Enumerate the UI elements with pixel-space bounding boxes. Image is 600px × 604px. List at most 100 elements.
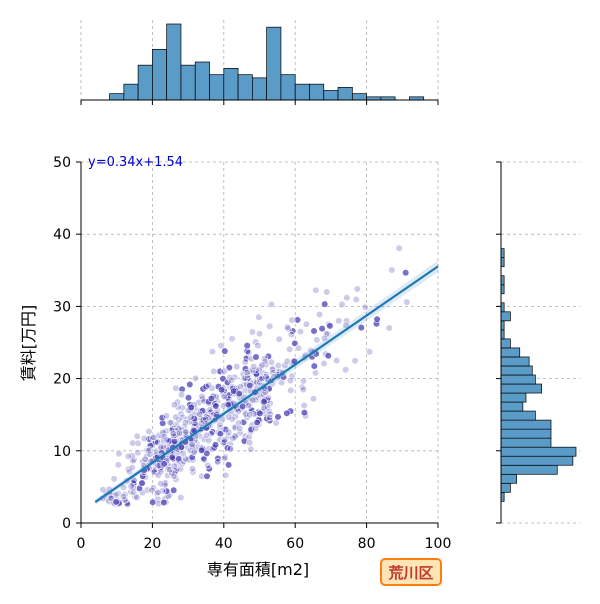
scatter-point [240,437,248,445]
x-hist-bar [309,83,325,101]
y-hist-bar [500,338,511,349]
x-hist-bar [237,74,253,101]
scatter-point [252,338,260,346]
scatter-point [239,402,247,411]
scatter-point [178,391,186,399]
scatter-point [216,430,224,438]
scatter-point [127,482,135,490]
y-hist-bar [500,347,521,358]
scatter-point [172,384,180,392]
y-marginal-histogram [500,248,577,502]
scatter-point [221,454,229,462]
scatter-point [157,468,165,476]
scatter-point [235,390,243,398]
y-tick-label: 30 [53,299,71,315]
scatter-point [170,486,178,494]
scatter-point [255,313,263,321]
scatter-point [315,310,324,319]
y-hist-bar [500,383,542,394]
scatter-point [170,401,178,409]
scatter-point [299,377,308,385]
scatter-point [333,356,341,365]
scatter-point [203,449,211,458]
scatter-point [170,462,178,470]
scatter-point [158,414,166,422]
y-tick-label: 0 [62,516,71,532]
scatter-point [217,342,225,350]
scatter-point [258,361,266,369]
scatter-point [252,366,260,374]
scatter-point [174,403,182,411]
scatter-point [296,328,305,336]
y-hist-bar [500,374,536,385]
scatter-point [241,386,250,395]
scatter-point [388,266,396,274]
scatter-point [124,465,132,473]
scatter-point [266,322,274,330]
regression-line-group [94,260,439,505]
scatter-point [220,367,228,375]
scatter-point [335,317,343,325]
scatter-point [373,315,381,323]
scatter-point [181,419,189,427]
scatter-point [228,415,236,423]
scatter-point [321,300,329,308]
x-tick-label: 80 [358,536,376,552]
scatter-point [323,288,331,296]
y-hist-bar [500,410,536,421]
y-hist-bar [500,482,511,493]
scatter-point [225,413,233,421]
scatter-point [357,324,365,332]
scatter-point [287,331,296,339]
scatter-point [114,461,122,469]
scatter-point [249,396,257,404]
scatter-point [300,409,309,417]
scatter-point [352,295,360,304]
scatter-point [160,460,168,468]
scatter-point [247,445,255,453]
scatter-point [264,352,273,361]
scatter-point [207,430,215,438]
y-hist-bar [500,428,552,439]
scatter-point [157,443,165,451]
scatter-point [150,433,158,442]
scatter-point [144,447,153,455]
scatter-point [402,269,410,277]
scatter-point [228,335,236,343]
x-tick-label: 100 [425,536,452,552]
scatter-point [121,496,129,504]
y-hist-bar [500,356,530,367]
scatter-point [288,372,296,380]
y-tick-label: 10 [53,444,71,460]
scatter-point [250,362,258,371]
y-tick-label: 40 [53,227,71,243]
scatter-point [148,486,156,494]
scatter-point [247,425,255,434]
scatter-point [338,300,346,309]
x-hist-bar [337,86,353,101]
scatter-point [242,410,250,418]
y-hist-bar [500,446,577,457]
district-badge-label: 荒川区 [388,564,433,582]
scatter-point [269,369,277,377]
scatter-point [125,468,134,476]
scatter-point [286,376,295,385]
axes [76,99,502,528]
scatter-point [252,396,260,404]
scatter-point [204,461,212,470]
scatter-point [182,455,190,463]
scatter-point [198,392,206,401]
scatter-point [253,418,261,427]
scatter-point [255,330,264,338]
tick-labels: 0 20 40 60 80 100 0 10 20 30 40 50 [53,155,451,552]
scatter-point [187,403,195,412]
scatter-point [222,471,230,479]
scatter-point [313,336,321,344]
scatter-point [403,298,411,306]
scatter-point [320,359,328,368]
scatter-point [248,328,256,336]
scatter-point [149,498,157,506]
scatter-point [311,369,320,377]
scatter-point [140,434,148,443]
